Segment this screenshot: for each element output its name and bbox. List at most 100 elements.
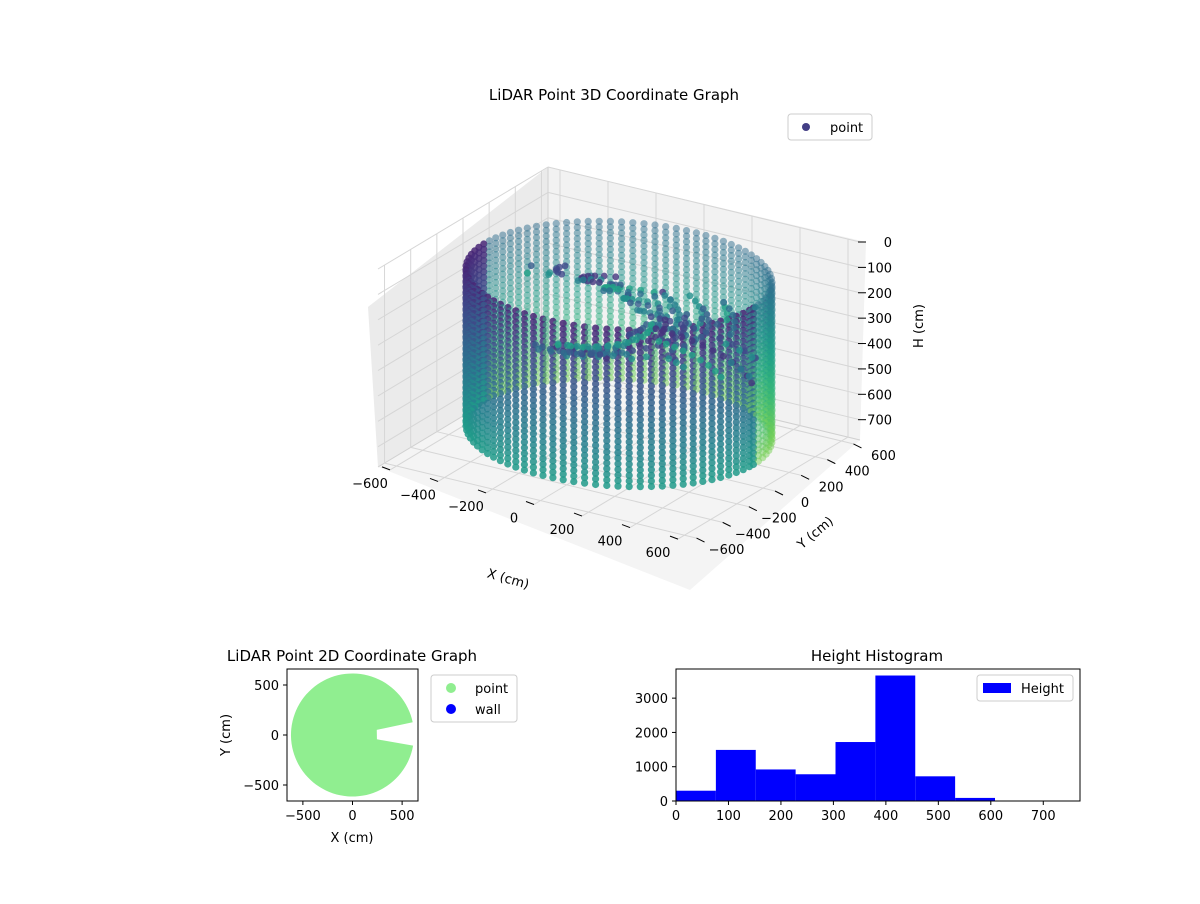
- point-3d: [548, 348, 555, 355]
- point-3d: [712, 368, 719, 375]
- point-3d: [708, 476, 715, 483]
- point-3d: [699, 342, 706, 349]
- y-tick-label-3d: 200: [819, 480, 844, 495]
- point-3d: [727, 331, 734, 338]
- histogram-bar: [796, 774, 836, 801]
- point-3d: [673, 359, 680, 366]
- histogram-bar: [716, 750, 756, 801]
- point-3d: [748, 380, 755, 387]
- point-3d: [596, 279, 603, 286]
- y-tick-label-2d: −500: [243, 779, 279, 794]
- point-3d: [730, 325, 737, 332]
- histogram-bar: [756, 769, 796, 801]
- point-3d: [530, 469, 537, 476]
- point-3d: [588, 350, 595, 357]
- point-3d: [662, 316, 669, 323]
- point-3d: [720, 353, 727, 360]
- point-3d: [725, 472, 732, 479]
- y-axis-label-2d: Y (cm): [219, 714, 234, 757]
- z-axis-label-3d: H (cm): [912, 304, 927, 348]
- point-3d: [665, 355, 672, 362]
- point-3d: [614, 341, 621, 348]
- point-3d: [612, 273, 619, 280]
- x-axis-label-2d: X (cm): [331, 831, 374, 846]
- z-tick-label-3d: 100: [867, 261, 892, 276]
- point-3d: [690, 479, 697, 486]
- point-3d: [521, 467, 528, 474]
- x-tick-label-histogram: 700: [1031, 809, 1056, 824]
- point-3d: [681, 315, 688, 322]
- y-tick-label-2d: 0: [271, 729, 279, 744]
- point-3d: [692, 298, 699, 305]
- point-3d: [689, 337, 696, 344]
- x-tick-label-2d: −500: [285, 809, 321, 824]
- y-tick-label-3d: −600: [709, 543, 745, 558]
- point-3d: [623, 351, 630, 358]
- point-3d: [610, 353, 617, 360]
- point-3d: [645, 302, 652, 309]
- x-tick-label-3d: 400: [598, 535, 623, 550]
- point-3d: [663, 341, 670, 348]
- legend-2d-marker-wall: [446, 704, 456, 714]
- point-3d: [627, 299, 634, 306]
- point-3d: [605, 342, 612, 349]
- point-3d: [600, 287, 607, 294]
- point-3d: [577, 350, 584, 357]
- point-cloud-2d: [291, 673, 413, 796]
- point-3d: [680, 348, 687, 355]
- x-tick-label-2d: 500: [390, 809, 415, 824]
- x-tick-label-histogram: 600: [978, 809, 1003, 824]
- histogram-title: Height Histogram: [811, 647, 943, 665]
- point-3d: [680, 364, 687, 371]
- y-tick-label-3d: 600: [871, 449, 896, 464]
- point-3d: [504, 460, 511, 467]
- x-tick-label-histogram: 400: [873, 809, 898, 824]
- x-tick-label-histogram: 300: [821, 809, 846, 824]
- point-3d: [645, 338, 652, 345]
- point-3d: [497, 457, 504, 464]
- z-tick-label-3d: 500: [867, 363, 892, 378]
- legend-histogram: Height: [977, 675, 1073, 701]
- point-3d: [615, 286, 622, 293]
- point-3d: [698, 334, 705, 341]
- point-3d: [643, 345, 650, 352]
- point-3d: [549, 474, 556, 481]
- point-3d: [704, 311, 711, 318]
- point-3d: [669, 482, 676, 489]
- point-3d: [678, 333, 685, 340]
- point-3d: [699, 478, 706, 485]
- y-tick-label-histogram: 2000: [635, 726, 668, 741]
- point-3d: [736, 347, 743, 354]
- x-tick-label-histogram: 500: [926, 809, 951, 824]
- x-tick-label-3d: −200: [448, 500, 484, 515]
- point-3d: [729, 341, 736, 348]
- point-3d: [560, 476, 567, 483]
- point-3d: [690, 325, 697, 332]
- point-3d: [528, 262, 535, 269]
- legend-histogram-patch: [983, 683, 1011, 693]
- z-tick-label-3d: 300: [867, 312, 892, 327]
- point-3d: [731, 318, 738, 325]
- point-3d: [539, 472, 546, 479]
- x-tick-label-3d: −400: [400, 488, 436, 503]
- histogram-bar: [915, 776, 955, 801]
- point-3d: [628, 356, 635, 363]
- point-3d: [680, 481, 687, 488]
- z-tick-label-3d: 400: [867, 338, 892, 353]
- point-3d: [659, 483, 666, 490]
- point-3d: [570, 478, 577, 485]
- point-3d: [700, 305, 707, 312]
- histogram-bar: [836, 742, 876, 801]
- x-tick-label-3d: 0: [510, 512, 518, 527]
- point-3d: [558, 271, 565, 278]
- point-3d: [555, 342, 562, 349]
- point-3d: [648, 313, 655, 320]
- legend-3d-marker-point: [802, 123, 810, 131]
- x-axis-label-3d: X (cm): [485, 566, 530, 592]
- x-tick-label-histogram: 0: [672, 809, 680, 824]
- y-tick-label-3d: −200: [761, 512, 797, 527]
- point-3d: [660, 327, 667, 334]
- x-tick-label-3d: −600: [352, 477, 388, 492]
